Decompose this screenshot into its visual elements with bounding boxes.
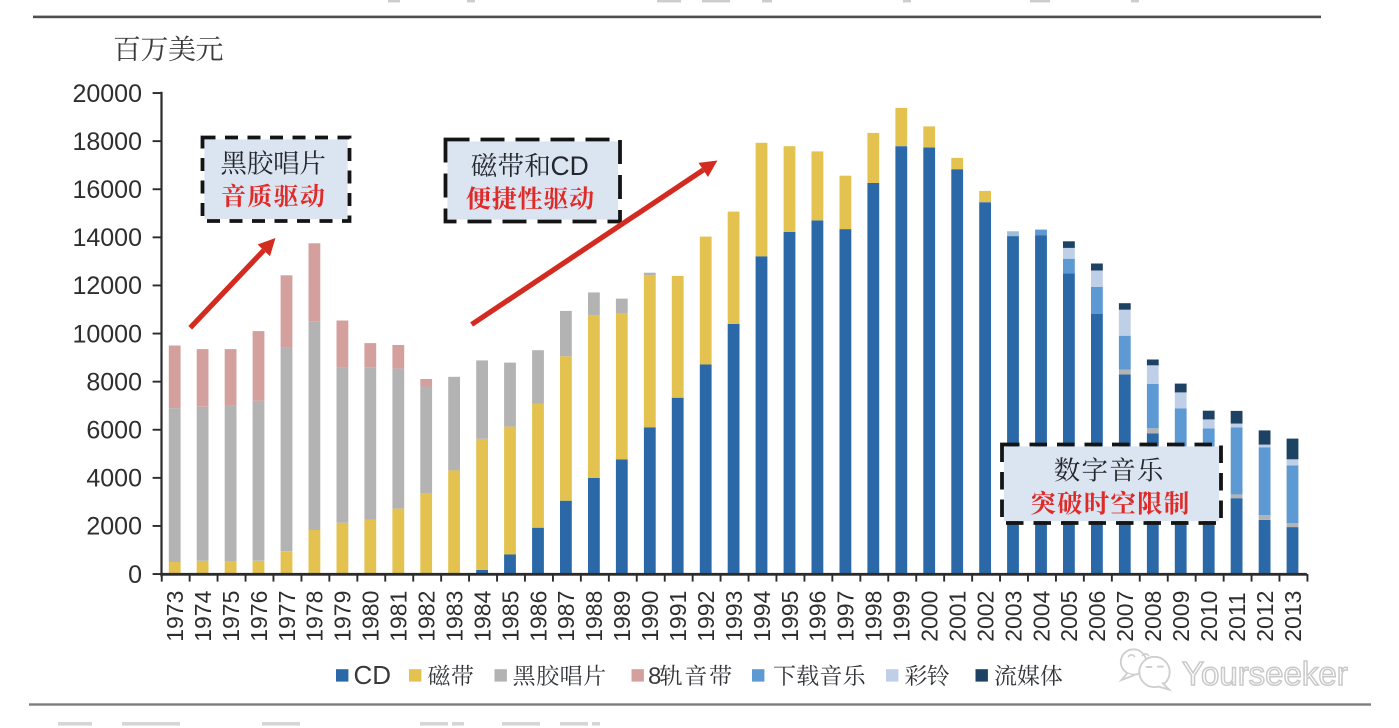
svg-text:1973: 1973 — [162, 591, 188, 642]
svg-text:2001: 2001 — [945, 591, 971, 642]
svg-text:2005: 2005 — [1056, 591, 1082, 642]
svg-text:2002: 2002 — [972, 591, 998, 642]
svg-text:1978: 1978 — [302, 591, 328, 642]
svg-text:18000: 18000 — [72, 128, 142, 156]
svg-text:1997: 1997 — [833, 591, 859, 642]
svg-text:0: 0 — [128, 561, 142, 589]
svg-text:1987: 1987 — [553, 591, 579, 642]
svg-text:2010: 2010 — [1196, 591, 1222, 642]
svg-text:1981: 1981 — [386, 591, 412, 642]
svg-text:2007: 2007 — [1112, 591, 1138, 642]
svg-text:8000: 8000 — [86, 368, 142, 396]
svg-text:2006: 2006 — [1084, 591, 1110, 642]
svg-text:1976: 1976 — [246, 591, 272, 642]
svg-text:2004: 2004 — [1028, 590, 1054, 641]
svg-text:Yourseeker: Yourseeker — [1182, 655, 1348, 692]
svg-text:1996: 1996 — [805, 591, 831, 642]
svg-text:1979: 1979 — [330, 591, 356, 642]
svg-text:20000: 20000 — [72, 80, 142, 108]
svg-text:1975: 1975 — [218, 591, 244, 642]
svg-text:CD: CD — [354, 660, 392, 690]
svg-text:CD: CD — [551, 151, 589, 181]
svg-text:4000: 4000 — [86, 465, 142, 493]
svg-text:2003: 2003 — [1000, 591, 1026, 642]
svg-text:12000: 12000 — [72, 272, 142, 300]
svg-text:1998: 1998 — [861, 591, 887, 642]
svg-text:1982: 1982 — [414, 591, 440, 642]
svg-text:1986: 1986 — [525, 591, 551, 642]
svg-text:1994: 1994 — [749, 590, 775, 641]
svg-text:2000: 2000 — [917, 591, 943, 642]
svg-text:2009: 2009 — [1168, 591, 1194, 642]
svg-text:1980: 1980 — [358, 591, 384, 642]
svg-text:1989: 1989 — [609, 591, 635, 642]
svg-text:1992: 1992 — [693, 591, 719, 642]
svg-text:14000: 14000 — [72, 224, 142, 252]
svg-text:1983: 1983 — [441, 591, 467, 642]
svg-text:6000: 6000 — [86, 417, 142, 445]
svg-text:8: 8 — [648, 663, 661, 690]
svg-text:1985: 1985 — [497, 591, 523, 642]
svg-text:2013: 2013 — [1280, 591, 1306, 642]
svg-text:16000: 16000 — [72, 176, 142, 204]
svg-text:1991: 1991 — [665, 591, 691, 642]
svg-text:1988: 1988 — [581, 591, 607, 642]
svg-text:1974: 1974 — [190, 590, 216, 641]
svg-text:10000: 10000 — [72, 320, 142, 348]
svg-text:2000: 2000 — [86, 513, 142, 541]
svg-text:1977: 1977 — [274, 591, 300, 642]
svg-text:1999: 1999 — [889, 591, 915, 642]
svg-text:1993: 1993 — [721, 591, 747, 642]
svg-text:2012: 2012 — [1252, 591, 1278, 642]
svg-text:1995: 1995 — [777, 591, 803, 642]
svg-text:1990: 1990 — [637, 591, 663, 642]
svg-text:2008: 2008 — [1140, 591, 1166, 642]
svg-text:2011: 2011 — [1224, 592, 1250, 641]
svg-text:1984: 1984 — [469, 590, 495, 641]
